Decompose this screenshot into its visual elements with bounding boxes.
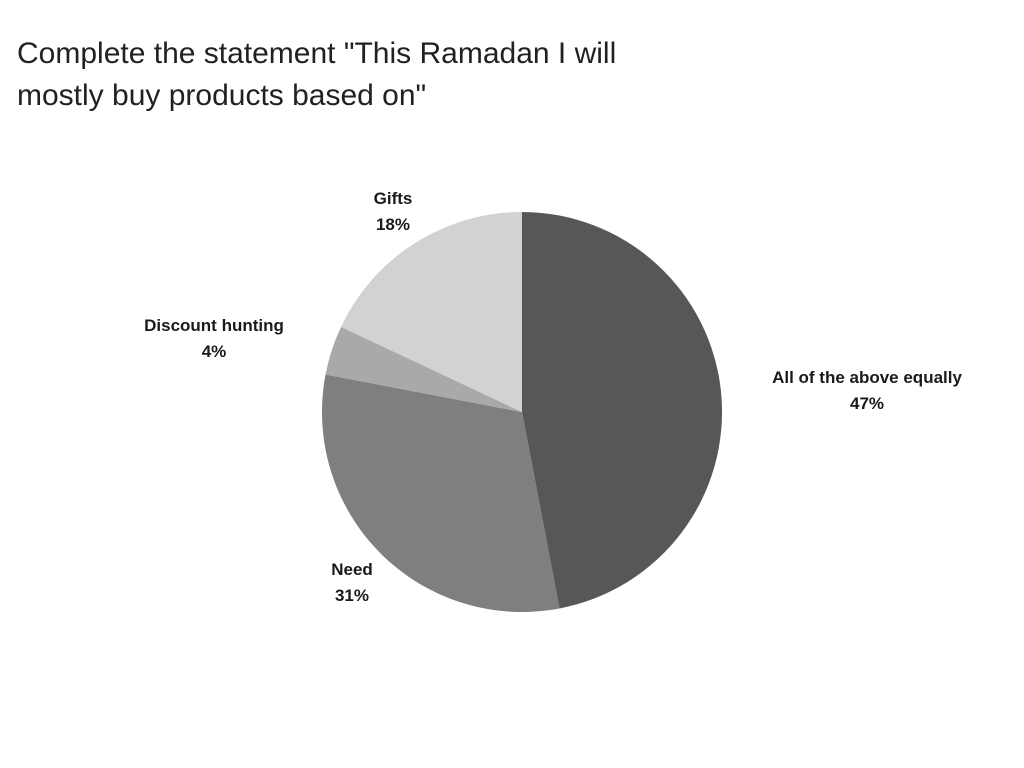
slice-percent-text: 31% bbox=[334, 586, 370, 605]
slice-percent-text: 4% bbox=[201, 342, 227, 361]
pie-chart bbox=[322, 212, 722, 612]
slice-label-need: Need 31% bbox=[331, 557, 373, 609]
slice-label-text: Need bbox=[331, 560, 373, 579]
pie-slice-need bbox=[322, 374, 560, 612]
slice-label-text: Gifts bbox=[373, 189, 413, 208]
pie-slice-discount-hunting bbox=[325, 326, 522, 412]
chart-title-line2: mostly buy products based on" bbox=[17, 79, 427, 112]
chart-title-line1: Complete the statement "This Ramadan I w… bbox=[17, 37, 617, 70]
slice-label-text: All of the above equally bbox=[772, 368, 962, 387]
slice-label-discount-hunting: Discount hunting 4% bbox=[144, 313, 284, 365]
slice-label-all-of-the-above-equally: All of the above equally 47% bbox=[772, 365, 962, 417]
slice-label-text: Discount hunting bbox=[144, 316, 284, 335]
slice-label-gifts: Gifts 18% bbox=[374, 186, 413, 238]
slice-percent-text: 47% bbox=[849, 394, 885, 413]
chart-title: Complete the statement "This Ramadan I w… bbox=[17, 33, 616, 117]
pie-slice-gifts bbox=[341, 212, 522, 412]
slice-percent-text: 18% bbox=[375, 215, 411, 234]
pie-slice-all-of-the-above-equally bbox=[522, 212, 722, 609]
